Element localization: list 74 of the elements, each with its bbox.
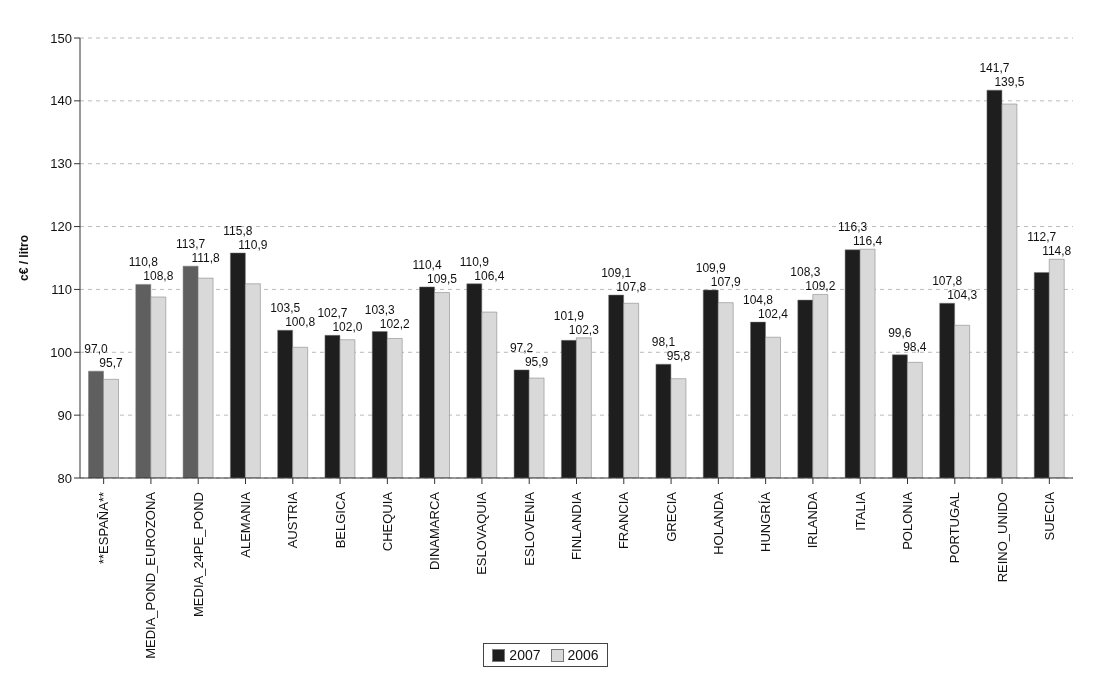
data-label: 102,2 — [379, 316, 411, 331]
data-label: 111,8 — [191, 251, 221, 266]
x-tick-label: BELGICA — [332, 491, 348, 549]
y-tick-label: 90 — [57, 407, 72, 423]
data-label: 97,0 — [84, 342, 109, 357]
data-label: 108,3 — [790, 265, 821, 280]
y-tick-label: 150 — [50, 30, 72, 46]
data-label: 95,9 — [524, 354, 549, 369]
x-tick-label: ITALIA — [852, 491, 868, 531]
y-tick-label: 110 — [51, 282, 72, 298]
x-tick-label: HUNGRÍA — [758, 491, 774, 552]
legend-label: 2006 — [567, 647, 599, 663]
data-label: 102,0 — [332, 320, 363, 335]
data-label: 110,4 — [412, 257, 442, 272]
data-label: 112,7 — [1027, 230, 1057, 245]
x-tick-label: DINAMARCA — [427, 491, 443, 571]
y-tick-label: 140 — [50, 93, 72, 109]
data-label: 114,8 — [1042, 244, 1072, 259]
x-tick-label: PORTUGAL — [947, 492, 963, 564]
data-label: 95,8 — [666, 349, 691, 364]
data-label: 99,6 — [888, 325, 912, 340]
x-tick-label: CHEQUIA — [379, 491, 395, 552]
data-label: 103,5 — [270, 301, 301, 316]
x-tick-label: HOLANDA — [710, 491, 726, 555]
data-label: 100,8 — [285, 315, 316, 330]
data-label: 116,4 — [853, 234, 883, 249]
data-label: 98,1 — [651, 335, 676, 350]
x-tick-label: MEDIA_24PE_POND — [190, 492, 206, 617]
x-tick-label: IRLANDA — [805, 491, 821, 549]
y-tick-label: 130 — [50, 156, 72, 172]
data-label: 116,3 — [838, 220, 868, 235]
data-label: 102,4 — [758, 307, 789, 322]
y-tick-label: 80 — [57, 470, 72, 486]
x-tick-label: ALEMANIA — [238, 491, 254, 558]
legend-label: 2007 — [509, 647, 541, 663]
data-label: 115,8 — [223, 223, 253, 238]
data-label: 101,9 — [553, 308, 585, 323]
data-label: 110,8 — [128, 255, 159, 270]
data-label: 104,3 — [947, 288, 978, 303]
data-label: 107,9 — [710, 275, 742, 290]
data-label: 109,2 — [805, 279, 836, 294]
y-tick-label: 100 — [50, 344, 72, 360]
data-label: 107,8 — [932, 274, 963, 289]
data-label: 139,5 — [994, 75, 1025, 90]
data-label: 110,9 — [459, 254, 490, 269]
data-label: 109,1 — [601, 266, 632, 281]
data-label: 110,9 — [238, 237, 268, 252]
data-label: 95,7 — [99, 356, 124, 371]
x-tick-label: SUECIA — [1041, 491, 1057, 541]
x-tick-label: MEDIA_POND_EUROZONA — [143, 491, 159, 659]
data-label: 103,3 — [364, 302, 396, 317]
data-label: 109,5 — [427, 271, 458, 286]
data-label: 141,7 — [979, 61, 1010, 76]
data-label: 98,4 — [903, 339, 927, 354]
x-tick-label: ESLOVENIA — [521, 491, 537, 566]
data-label: 102,3 — [568, 322, 600, 337]
y-axis-title: c€ / litro — [17, 234, 32, 282]
x-tick-label: FRANCIA — [616, 491, 632, 550]
x-tick-label: FINLANDIA — [569, 491, 585, 560]
data-label: 106,4 — [474, 268, 505, 283]
y-tick-label: 120 — [50, 219, 72, 235]
x-tick-label: GRECIA — [663, 491, 679, 542]
data-label: 104,8 — [743, 293, 774, 308]
data-label: 107,8 — [616, 280, 647, 295]
x-tick-label: AUSTRIA — [285, 491, 301, 549]
x-tick-label: POLONIA — [900, 491, 916, 550]
x-tick-label: REINO_UNIDO — [994, 492, 1010, 583]
x-tick-label: ESLOVAQUIA — [474, 491, 490, 575]
x-tick-label: **ESPAÑA** — [96, 492, 112, 565]
data-label: 102,7 — [317, 306, 348, 321]
data-label: 113,7 — [176, 237, 206, 252]
data-label: 97,2 — [509, 340, 534, 355]
data-label: 108,8 — [143, 269, 174, 284]
data-label: 109,9 — [695, 261, 727, 276]
